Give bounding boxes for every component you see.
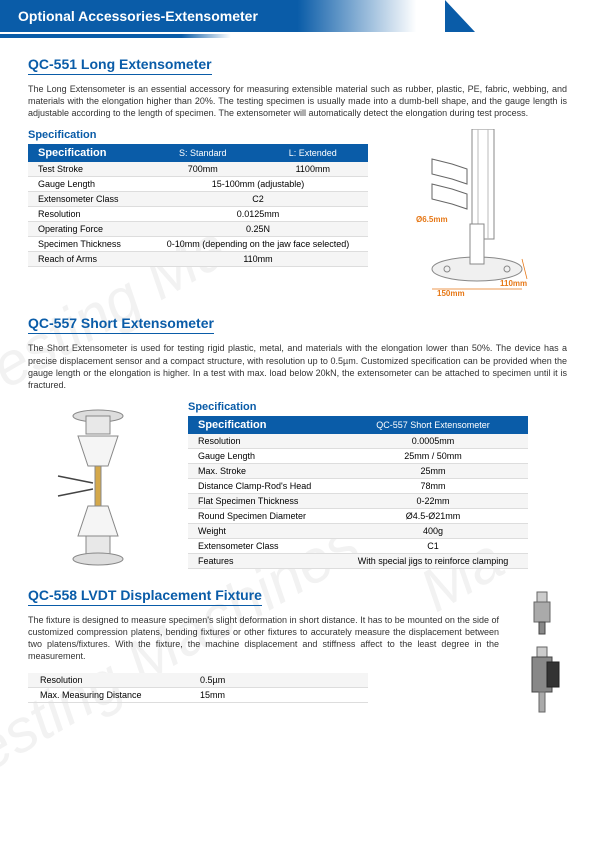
diagram-qc551: Ø6.5mm 150mm 110mm <box>382 129 532 299</box>
col-value: QC-557 Short Extensometer <box>338 416 528 434</box>
table-row: Test Stroke700mm1100mm <box>28 162 368 177</box>
section-qc558: QC-558 LVDT Displacement Fixture The fix… <box>28 587 567 727</box>
table-row: Gauge Length15-100mm (adjustable) <box>28 177 368 192</box>
table-row: Extensometer ClassC1 <box>188 538 528 553</box>
spec-table-qc557: Specification QC-557 Short Extensometer … <box>188 416 528 569</box>
table-row: Gauge Length25mm / 50mm <box>188 448 528 463</box>
section-desc: The Long Extensometer is an essential ac… <box>28 83 567 119</box>
spec-heading: Specification <box>28 129 368 141</box>
page-title: Optional Accessories-Extensometer <box>18 8 258 24</box>
section-qc551: QC-551 Long Extensometer The Long Extens… <box>28 56 567 299</box>
dim-label: 110mm <box>500 279 527 288</box>
section-title: QC-557 Short Extensometer <box>28 315 214 334</box>
col-spec: Specification <box>188 416 338 434</box>
table-row: Flat Specimen Thickness0-22mm <box>188 493 528 508</box>
table-row: Operating Force0.25N <box>28 222 368 237</box>
table-row: Resolution0.0125mm <box>28 207 368 222</box>
table-row: Extensometer ClassC2 <box>28 192 368 207</box>
product-image-qc557 <box>28 401 168 571</box>
product-image-qc558-top <box>517 587 567 727</box>
spec-table-qc551: Specification S: Standard L: Extended Te… <box>28 144 368 267</box>
dim-label: 150mm <box>437 289 465 298</box>
spec-table-qc558: Resolution0.5µm Max. Measuring Distance1… <box>28 673 368 703</box>
page-header: Optional Accessories-Extensometer <box>0 0 595 32</box>
table-row: FeaturesWith special jigs to reinforce c… <box>188 553 528 568</box>
table-row: Resolution0.5µm <box>28 673 368 688</box>
spec-heading: Specification <box>188 401 528 413</box>
section-desc: The Short Extensometer is used for testi… <box>28 342 567 391</box>
table-row: Max. Stroke25mm <box>188 463 528 478</box>
table-row: Resolution0.0005mm <box>188 434 528 449</box>
product-image-qc558-bottom <box>517 642 567 722</box>
table-row: Max. Measuring Distance15mm <box>28 687 368 702</box>
section-qc557: QC-557 Short Extensometer The Short Exte… <box>28 315 567 571</box>
table-row: Round Specimen DiameterØ4.5-Ø21mm <box>188 508 528 523</box>
table-row: Distance Clamp-Rod's Head78mm <box>188 478 528 493</box>
table-row: Weight400g <box>188 523 528 538</box>
section-desc: The fixture is designed to measure speci… <box>28 614 499 663</box>
col-standard: S: Standard <box>148 144 258 162</box>
dim-label: Ø6.5mm <box>416 215 448 224</box>
section-title: QC-551 Long Extensometer <box>28 56 212 75</box>
table-row: Reach of Arms110mm <box>28 252 368 267</box>
table-row: Specimen Thickness0-10mm (depending on t… <box>28 237 368 252</box>
section-title: QC-558 LVDT Displacement Fixture <box>28 587 262 606</box>
col-spec: Specification <box>28 144 148 162</box>
col-extended: L: Extended <box>258 144 368 162</box>
